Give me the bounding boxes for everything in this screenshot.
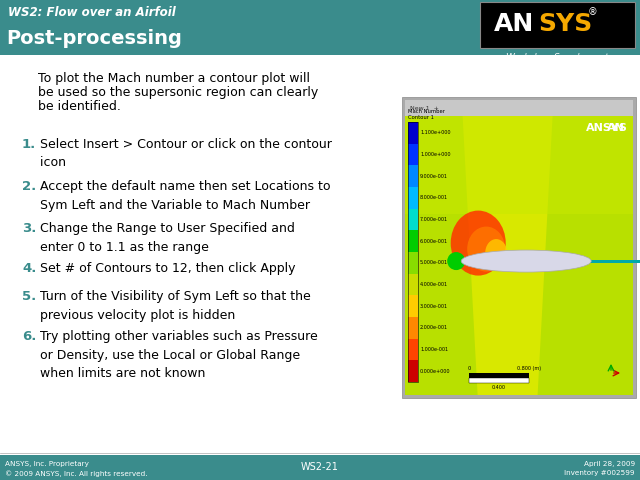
Bar: [408, 252, 418, 274]
Text: Accept the default name then set Locations to
Sym Left and the Variable to Mach : Accept the default name then set Locatio…: [40, 180, 330, 212]
Text: 3.: 3.: [22, 222, 36, 235]
Text: Try plotting other variables such as Pressure
or Density, use the Local or Globa: Try plotting other variables such as Pre…: [40, 330, 317, 380]
Bar: [405, 116, 633, 214]
Text: 9.000e-001: 9.000e-001: [420, 174, 448, 179]
Text: SYS: SYS: [538, 12, 592, 36]
Text: 5.000e-001: 5.000e-001: [420, 260, 448, 265]
Text: 3.000e-001: 3.000e-001: [420, 304, 448, 309]
Text: Set # of Contours to 12, then click Apply: Set # of Contours to 12, then click Appl…: [40, 262, 296, 275]
Bar: [408, 122, 418, 382]
Bar: [408, 122, 418, 144]
Text: New 1  +: New 1 +: [410, 106, 439, 110]
Text: Select Insert > Contour or click on the contour
icon: Select Insert > Contour or click on the …: [40, 138, 332, 169]
Text: To plot the Mach number a contour plot will: To plot the Mach number a contour plot w…: [38, 72, 310, 85]
Bar: [408, 295, 418, 317]
Text: 6.000e-001: 6.000e-001: [420, 239, 448, 244]
Text: 4.000e-001: 4.000e-001: [420, 282, 448, 287]
Bar: [408, 317, 418, 339]
Text: 1.100e+000: 1.100e+000: [420, 131, 451, 135]
Text: 5.: 5.: [22, 290, 36, 303]
Text: 1.000e+000: 1.000e+000: [420, 152, 451, 157]
Ellipse shape: [461, 250, 591, 272]
Bar: [0, 455, 640, 480]
Text: Turn of the Visibility of Sym Left so that the
previous velocity plot is hidden: Turn of the Visibility of Sym Left so th…: [40, 290, 311, 322]
Bar: [469, 373, 529, 378]
Text: 0.000e+000: 0.000e+000: [420, 369, 451, 373]
Bar: [408, 360, 418, 382]
Ellipse shape: [485, 239, 507, 267]
Text: 2.: 2.: [22, 180, 36, 193]
Bar: [405, 116, 633, 395]
Text: 2.000e-001: 2.000e-001: [420, 325, 448, 330]
Text: 0: 0: [467, 366, 470, 371]
Polygon shape: [463, 116, 552, 395]
Bar: [469, 378, 529, 383]
Text: April 28, 2009
Inventory #002599: April 28, 2009 Inventory #002599: [564, 461, 635, 476]
Text: be used so the supersonic region can clearly: be used so the supersonic region can cle…: [38, 86, 318, 99]
Text: 1.000e-001: 1.000e-001: [420, 347, 448, 352]
Bar: [408, 165, 418, 187]
Text: AN: AN: [494, 12, 534, 36]
Text: Workshop Supplement: Workshop Supplement: [506, 52, 609, 61]
Bar: [0, 0, 640, 55]
Bar: [402, 97, 636, 398]
Text: WS2: Flow over an Airfoil: WS2: Flow over an Airfoil: [8, 7, 176, 20]
Text: ANSYS, Inc. Proprietary
© 2009 ANSYS, Inc. All rights reserved.: ANSYS, Inc. Proprietary © 2009 ANSYS, In…: [5, 461, 147, 477]
Bar: [408, 144, 418, 165]
Text: WS2-21: WS2-21: [301, 462, 339, 472]
Text: 6.: 6.: [22, 330, 36, 343]
Bar: [586, 260, 640, 263]
Text: 8.000e-001: 8.000e-001: [420, 195, 448, 200]
Text: 4.: 4.: [22, 262, 36, 275]
Text: Change the Range to User Specified and
enter 0 to 1.1 as the range: Change the Range to User Specified and e…: [40, 222, 295, 253]
Text: be identified.: be identified.: [38, 100, 121, 113]
Text: 0.800 (m): 0.800 (m): [516, 366, 541, 371]
Text: 0.400: 0.400: [492, 385, 506, 390]
Bar: [480, 2, 635, 48]
Bar: [408, 209, 418, 230]
Text: 1.: 1.: [22, 138, 36, 151]
Text: 7.000e-001: 7.000e-001: [420, 217, 448, 222]
Bar: [0, 55, 640, 453]
Text: AN: AN: [607, 123, 625, 133]
Bar: [405, 100, 633, 116]
Text: Post-processing: Post-processing: [6, 28, 182, 48]
Bar: [408, 339, 418, 360]
Ellipse shape: [467, 227, 505, 272]
Text: ANSYS: ANSYS: [586, 123, 628, 133]
Ellipse shape: [451, 211, 506, 276]
Ellipse shape: [447, 252, 465, 270]
Text: Mach Number
Contour 1: Mach Number Contour 1: [408, 109, 445, 120]
Bar: [408, 187, 418, 209]
Bar: [408, 230, 418, 252]
Text: ®: ®: [588, 7, 598, 17]
Bar: [408, 274, 418, 295]
